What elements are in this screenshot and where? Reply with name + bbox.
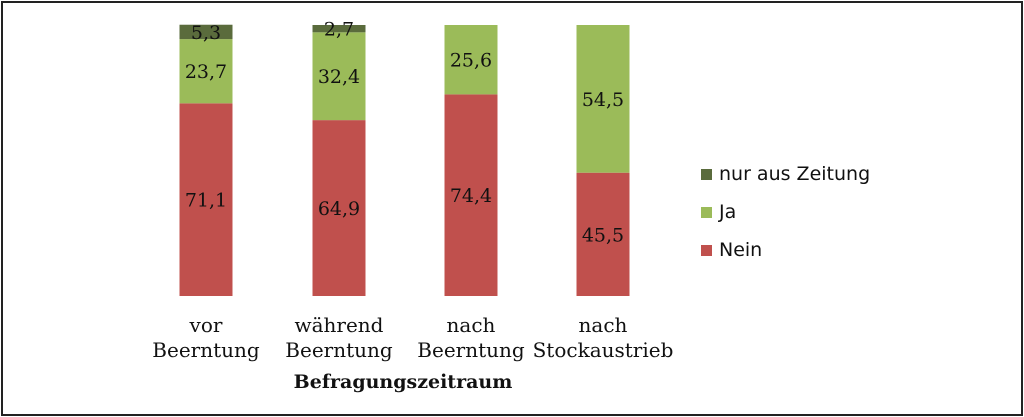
bar-ja-1 xyxy=(312,32,366,121)
category-label: vor xyxy=(189,313,223,337)
bars-group xyxy=(179,24,630,296)
legend-label: Nein xyxy=(719,239,762,261)
legend-label: nur aus Zeitung xyxy=(719,163,870,185)
bar-ja-0 xyxy=(179,39,233,104)
category-labels-group: vorBeerntungwährendBeerntungnachBeerntun… xyxy=(152,313,673,362)
bar-nein-3 xyxy=(576,172,630,296)
legend-swatch xyxy=(701,207,712,218)
data-label: 64,9 xyxy=(318,198,360,220)
stacked-bar-chart: 71,1 23,7 5,3 64,9 32,4 2,7 74,4 25,6 45,5 54,5 v… xyxy=(152,19,870,393)
category-label: Beerntung xyxy=(417,338,525,362)
legend-label: Ja xyxy=(718,201,736,223)
bar-nein-2 xyxy=(444,94,498,296)
x-axis-title: Befragungszeitraum xyxy=(294,371,513,393)
data-label: 54,5 xyxy=(582,89,624,111)
data-label: 5,3 xyxy=(191,22,221,44)
bar-nein-1 xyxy=(312,120,366,296)
bar-nein-0 xyxy=(179,103,233,296)
legend-swatch xyxy=(701,245,712,256)
bar-nur-aus-zeitung-1 xyxy=(312,25,366,33)
category-label: Stockaustrieb xyxy=(533,338,674,362)
category-label: nach xyxy=(579,313,628,337)
legend-swatch xyxy=(701,169,712,180)
bar-ja-3 xyxy=(576,25,630,173)
value-labels-group: 71,1 23,7 5,3 64,9 32,4 2,7 74,4 25,6 45,5 54,5 xyxy=(185,19,624,247)
category-label: während xyxy=(294,313,383,337)
data-label: 23,7 xyxy=(185,61,227,83)
data-label: 45,5 xyxy=(582,224,624,246)
category-label: Beerntung xyxy=(285,338,393,362)
data-label: 25,6 xyxy=(450,50,492,72)
data-label: 2,7 xyxy=(324,19,354,41)
data-label: 71,1 xyxy=(185,190,227,212)
bar-nur-aus-zeitung-0 xyxy=(179,24,233,40)
bar-ja-2 xyxy=(444,25,498,95)
category-label: Beerntung xyxy=(152,338,260,362)
data-label: 74,4 xyxy=(450,185,492,207)
data-label: 32,4 xyxy=(318,66,360,88)
legend: nur aus Zeitung Ja Nein xyxy=(701,163,870,261)
category-label: nach xyxy=(447,313,496,337)
